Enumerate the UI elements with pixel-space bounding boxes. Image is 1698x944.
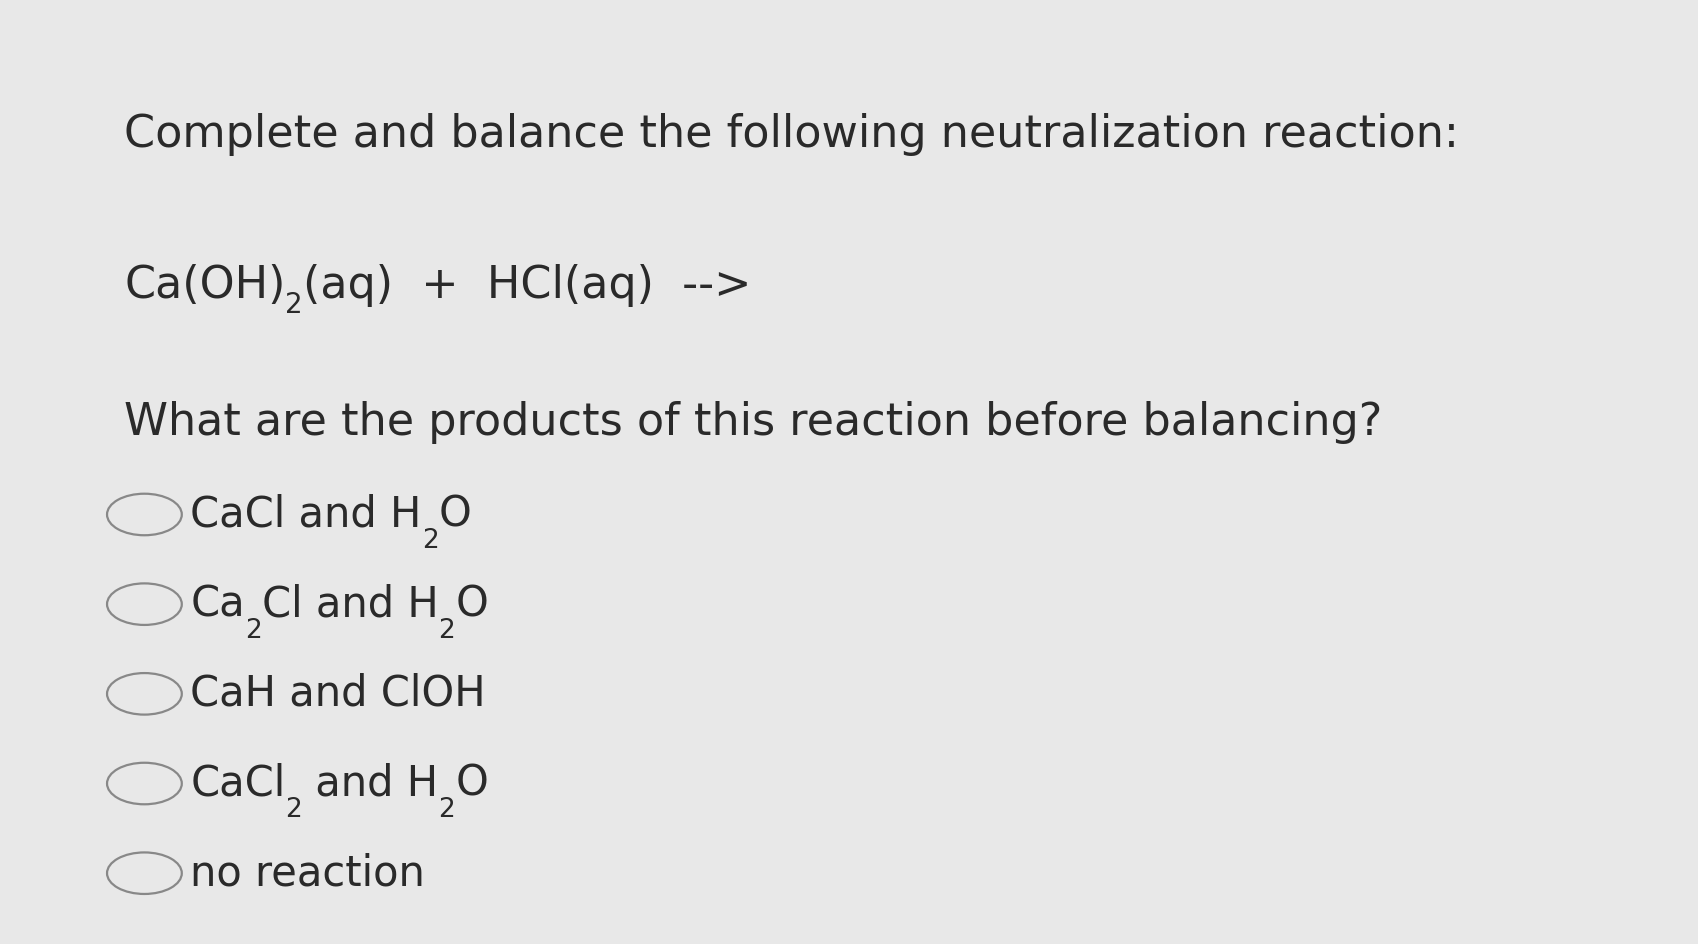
Text: CaH and ClOH: CaH and ClOH: [190, 673, 486, 715]
Text: What are the products of this reaction before balancing?: What are the products of this reaction b…: [124, 401, 1382, 445]
Text: O: O: [455, 763, 487, 804]
Text: O: O: [438, 494, 470, 535]
Text: 2: 2: [245, 617, 261, 644]
Text: no reaction: no reaction: [190, 852, 424, 894]
Text: (aq)  +  HCl(aq)  -->: (aq) + HCl(aq) -->: [302, 264, 751, 308]
Text: 2: 2: [438, 797, 455, 823]
Text: 2: 2: [421, 528, 438, 554]
Text: CaCl and H: CaCl and H: [190, 494, 421, 535]
Text: Ca(OH): Ca(OH): [124, 264, 285, 308]
Text: 2: 2: [438, 617, 455, 644]
Text: CaCl: CaCl: [190, 763, 285, 804]
Text: and H: and H: [302, 763, 438, 804]
Text: Complete and balance the following neutralization reaction:: Complete and balance the following neutr…: [124, 113, 1459, 157]
Text: 2: 2: [285, 797, 302, 823]
Text: 2: 2: [285, 291, 302, 319]
Text: O: O: [455, 583, 487, 625]
Text: Cl and H: Cl and H: [261, 583, 438, 625]
Text: Ca: Ca: [190, 583, 245, 625]
